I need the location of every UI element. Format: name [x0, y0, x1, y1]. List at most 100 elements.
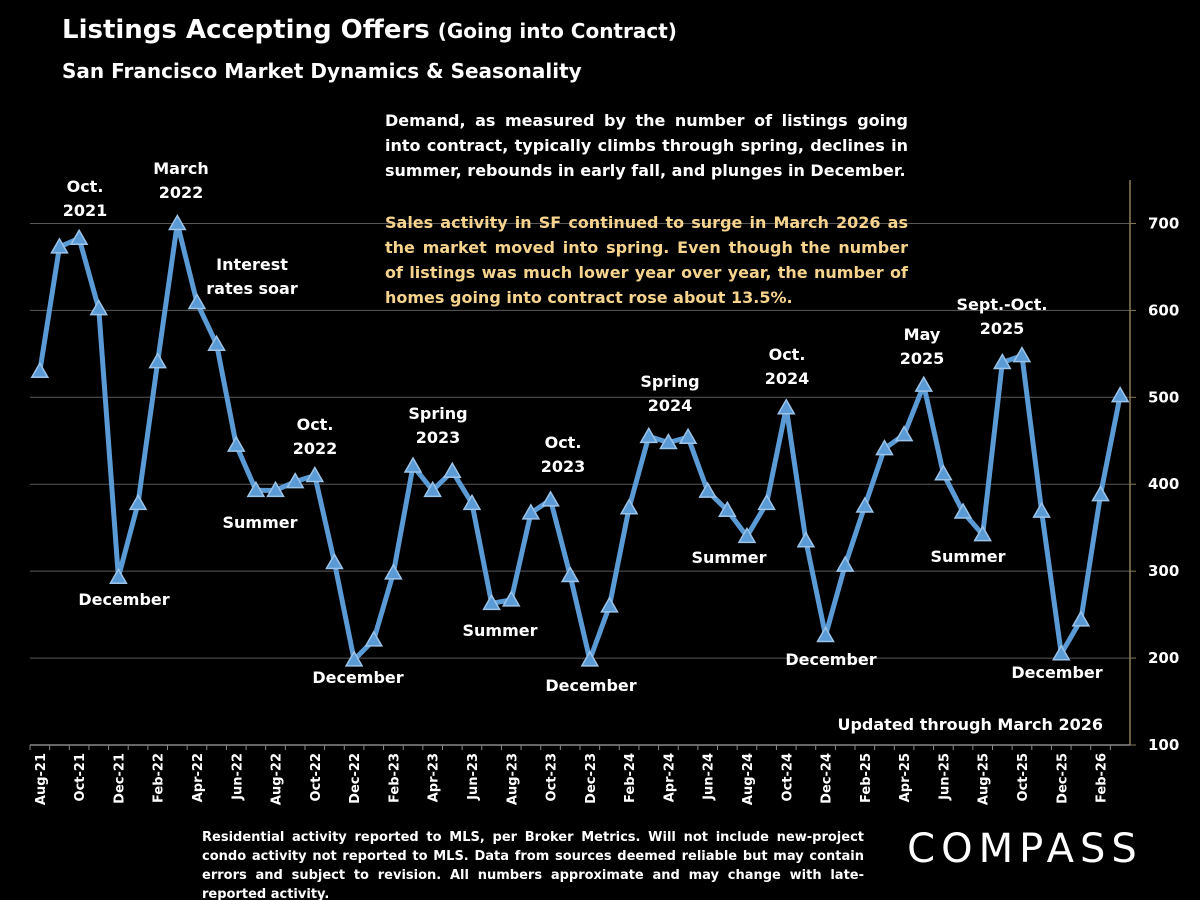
annotation-line: Oct. [545, 433, 582, 452]
annotation-line: Summer [692, 548, 767, 567]
point-marker [148, 352, 167, 369]
point-marker [50, 237, 69, 254]
x-tick-label: Feb-25 [859, 753, 874, 803]
annotation: Spring 2023 [408, 404, 467, 447]
point-marker [364, 630, 384, 647]
annotation: Sept.-Oct. 2025 [956, 295, 1047, 338]
annotation-line: December [545, 676, 636, 695]
x-tick-label: Jun-23 [466, 753, 481, 801]
point-marker [128, 493, 148, 511]
annotation-line: 2023 [416, 428, 461, 447]
data-line [37, 220, 1123, 663]
point-marker [776, 398, 796, 415]
annotation-line: Spring [408, 404, 467, 423]
annotation: December [1011, 663, 1102, 682]
x-tick-label: Aug-23 [505, 753, 520, 805]
point-marker [305, 466, 325, 483]
point-marker [266, 480, 285, 498]
x-tick-label: Oct-25 [1016, 753, 1031, 801]
point-marker [462, 493, 482, 511]
point-marker [796, 531, 816, 548]
point-marker [718, 500, 737, 518]
point-marker [737, 526, 757, 544]
annotation-line: December [312, 668, 403, 687]
point-marker [69, 228, 89, 245]
y-tick-label: 100 [1148, 736, 1179, 754]
annotation: Summer [931, 547, 1006, 566]
annotation-line: March [153, 159, 208, 178]
x-tick-label: Oct-23 [545, 753, 560, 801]
annotation: May 2025 [900, 325, 945, 368]
point-marker [168, 213, 187, 231]
point-marker [1051, 644, 1071, 661]
subtitle: San Francisco Market Dynamics & Seasonal… [62, 59, 582, 83]
point-marker [1032, 501, 1051, 518]
annotation-line: Sept.-Oct. [956, 295, 1047, 314]
annotation-line: December [78, 590, 169, 609]
point-marker [894, 425, 914, 442]
point-marker [207, 334, 226, 352]
annotation-line: Summer [931, 547, 1006, 566]
x-tick-label: Oct-22 [309, 753, 324, 801]
chart-title: Listings Accepting Offers (Going into Con… [62, 15, 677, 45]
footnote: Residential activity reported to MLS, pe… [202, 830, 864, 900]
x-tick-label: Apr-24 [662, 753, 677, 802]
x-tick-label: Apr-22 [191, 753, 206, 802]
description-highlight: Sales activity in SF continued to surge … [385, 213, 908, 307]
y-tick-label: 700 [1148, 214, 1179, 232]
x-tick-label: Aug-24 [741, 753, 756, 805]
x-tick-label: Jun-24 [702, 753, 717, 801]
annotation-line: May [904, 325, 941, 344]
y-tick-label: 200 [1148, 649, 1179, 667]
x-tick-label: Dec-21 [112, 753, 127, 804]
point-marker [1071, 610, 1091, 627]
x-tick-label: Aug-25 [977, 753, 992, 805]
point-marker [443, 461, 462, 478]
annotation-line: December [1011, 663, 1102, 682]
x-tick-label: Oct-21 [73, 753, 88, 801]
title: Listings Accepting Offers [62, 15, 430, 45]
point-marker [1091, 485, 1110, 502]
point-marker [344, 650, 364, 667]
annotation-line: 2023 [541, 457, 586, 476]
point-marker [914, 375, 934, 392]
annotation-line: 2022 [293, 439, 338, 458]
annotation: Oct. 2024 [765, 345, 810, 388]
description: Demand, as measured by the number of lis… [385, 111, 908, 180]
annotation: March 2022 [153, 159, 208, 202]
point-marker [875, 439, 894, 456]
annotation-line: 2024 [765, 369, 810, 388]
annotation-line: 2025 [980, 319, 1025, 338]
point-marker [639, 426, 659, 444]
point-marker [993, 353, 1012, 370]
x-tick-label: Feb-23 [387, 753, 402, 803]
annotation-line: Oct. [769, 345, 806, 364]
point-marker [384, 563, 403, 580]
x-tick-label: Feb-22 [152, 753, 167, 803]
point-marker [816, 625, 835, 643]
point-marker [580, 650, 600, 667]
annotation: Oct. 2023 [541, 433, 586, 476]
annotation-line: Spring [640, 372, 699, 391]
annotation: December [545, 676, 636, 695]
x-tick-label: Apr-25 [898, 753, 913, 802]
annotation: Spring 2024 [640, 372, 699, 415]
x-tick-label: Feb-24 [623, 753, 638, 803]
annotation: December [785, 650, 876, 669]
point-marker [973, 525, 992, 542]
annotation: December [312, 668, 403, 687]
point-marker [757, 493, 776, 511]
annotation-line: Oct. [297, 415, 334, 434]
x-tick-label: Apr-23 [427, 753, 442, 802]
point-marker [541, 490, 560, 507]
y-tick-label: 500 [1148, 388, 1179, 406]
point-marker [835, 555, 855, 572]
annotation: Oct. 2021 [63, 177, 108, 220]
point-marker [600, 596, 619, 613]
point-marker [89, 299, 109, 316]
x-tick-label: Aug-22 [270, 753, 285, 805]
x-tick-label: Dec-22 [348, 753, 363, 804]
x-tick-label: Feb-26 [1095, 753, 1110, 803]
x-tick-label: Jun-22 [230, 753, 245, 801]
